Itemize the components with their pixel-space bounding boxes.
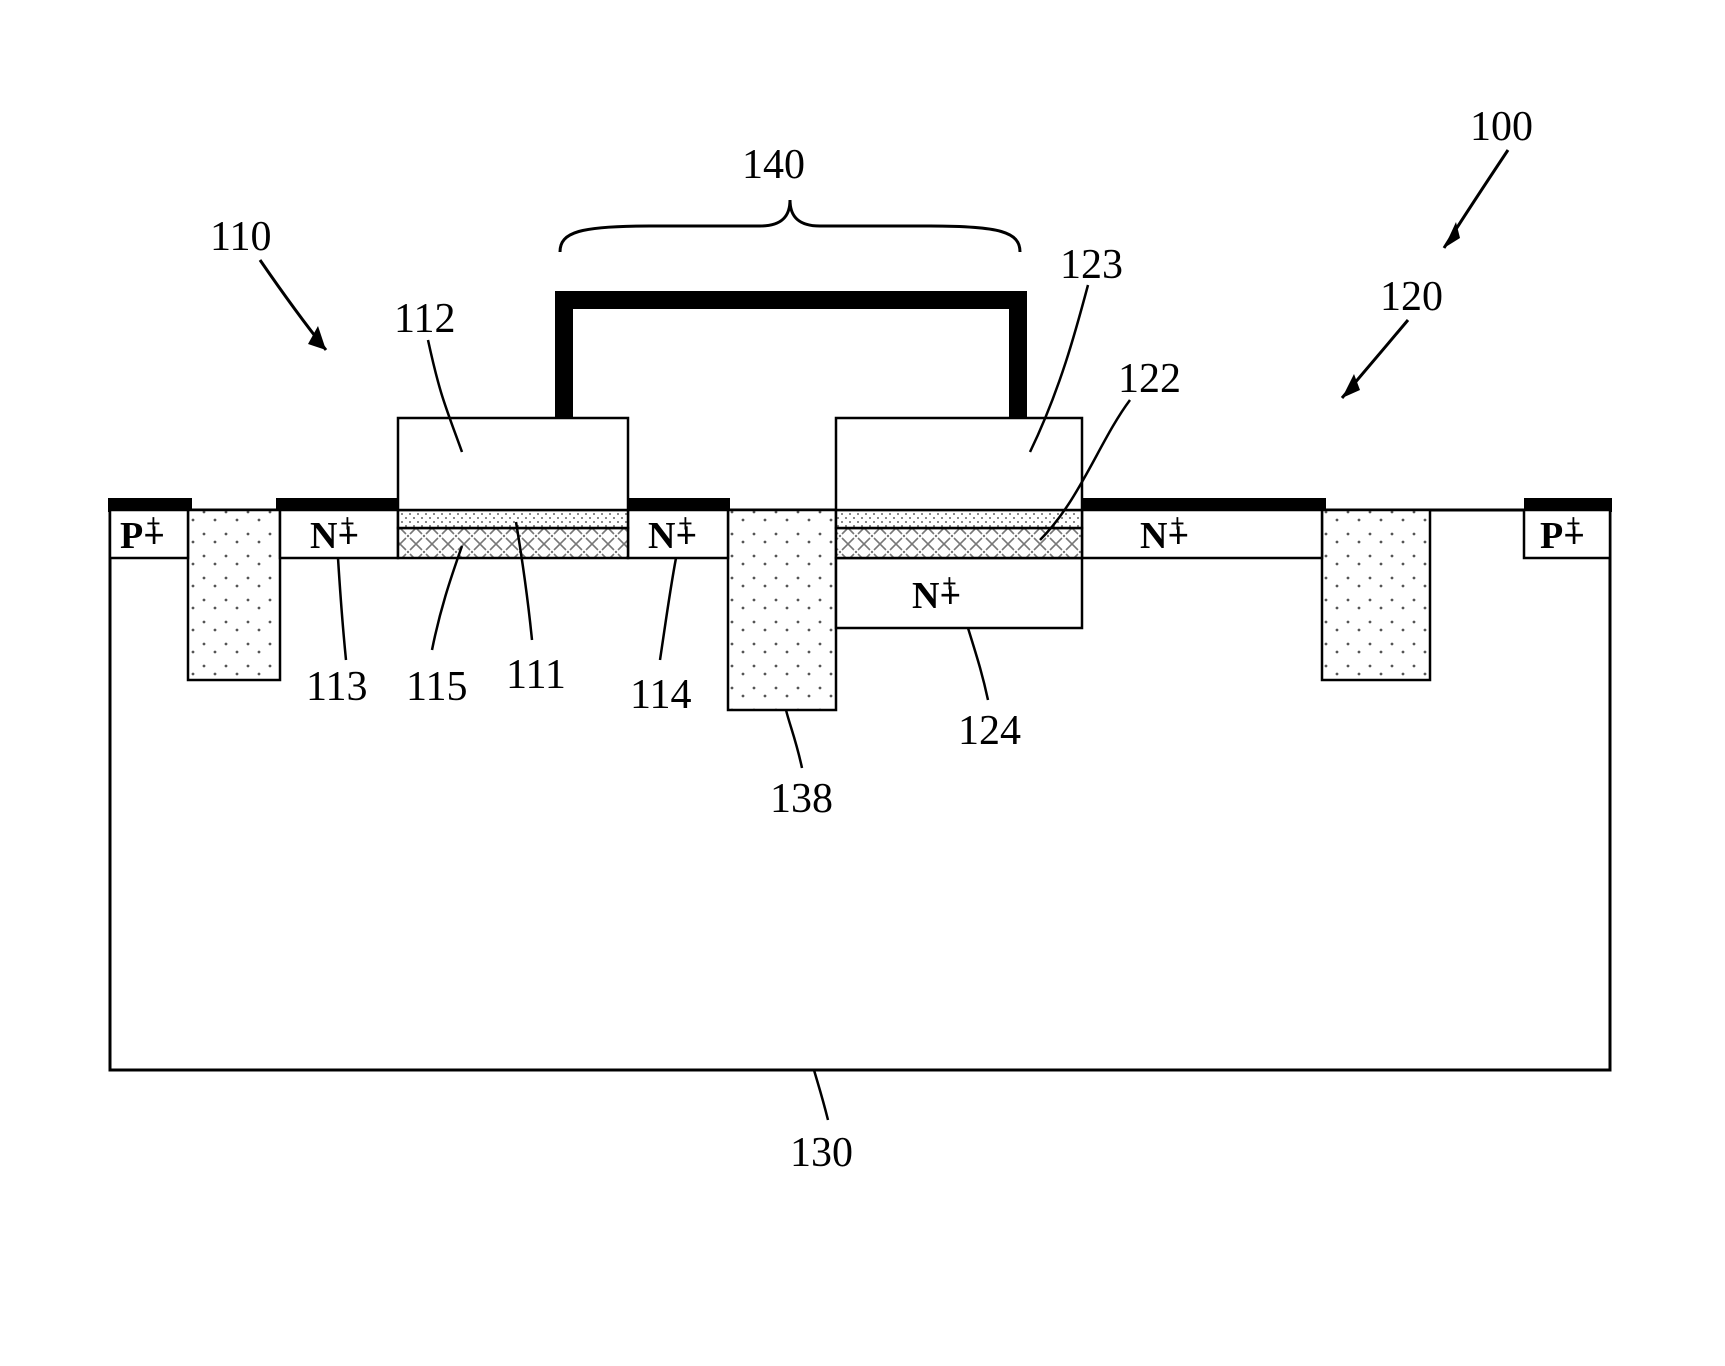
label-122: 122: [1118, 356, 1181, 402]
label-112: 112: [394, 296, 455, 342]
n-plus-right: [1082, 510, 1322, 558]
layer-122: [836, 528, 1082, 558]
right-gate-oxide: [836, 510, 1082, 528]
label-138: 138: [770, 776, 833, 822]
interconnect-140: [564, 300, 1018, 418]
label-140: 140: [742, 142, 805, 188]
label-111: 111: [506, 652, 566, 698]
gate-123: [836, 418, 1082, 510]
layer-115: [398, 528, 628, 558]
label-100: 100: [1470, 104, 1533, 150]
svg-text:+: +: [146, 509, 161, 538]
layer-111: [398, 510, 628, 528]
svg-text:+: +: [340, 509, 355, 538]
callout-arrows: [260, 150, 1508, 398]
label-115: 115: [406, 664, 467, 710]
label-120: 120: [1380, 274, 1443, 320]
left-transistor-110: [398, 418, 628, 558]
device-cross-section-figure: P+ + N+ + N+ + N+ + N+ + P+ +: [0, 0, 1725, 1366]
label-123: 123: [1060, 242, 1123, 288]
svg-text:+: +: [678, 509, 693, 538]
svg-text:+: +: [1566, 509, 1581, 538]
label-110: 110: [210, 214, 271, 260]
label-124: 124: [958, 708, 1021, 754]
svg-text:+: +: [1170, 509, 1185, 538]
gate-112: [398, 418, 628, 510]
label-130: 130: [790, 1130, 853, 1176]
label-114: 114: [630, 672, 691, 718]
label-113: 113: [306, 664, 367, 710]
svg-text:+: +: [942, 569, 957, 598]
brace-140: [560, 200, 1020, 252]
